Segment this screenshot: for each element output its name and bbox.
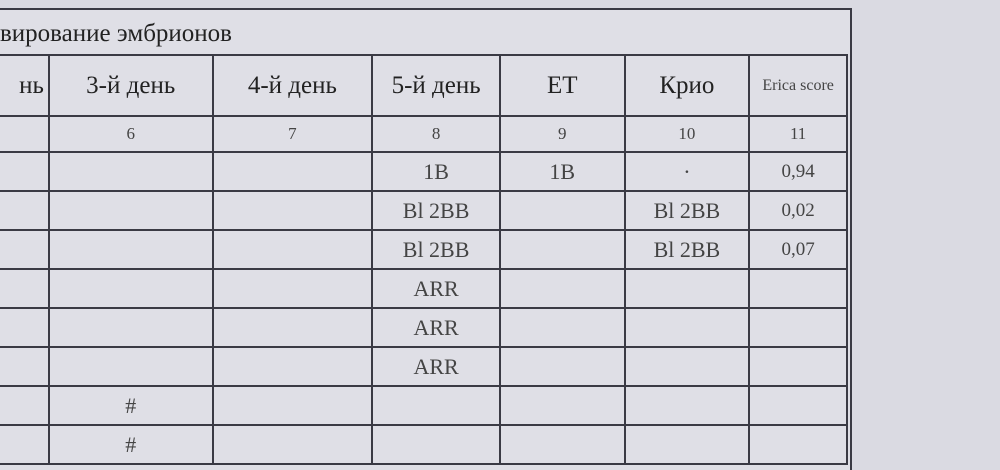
table-cell[interactable] bbox=[0, 424, 50, 465]
table-cell[interactable] bbox=[499, 307, 626, 348]
column-number: 9 bbox=[499, 115, 626, 153]
header-row: нь 3-й день 4-й день 5-й день ET Крио Er… bbox=[0, 54, 848, 117]
table-cell[interactable]: ARR bbox=[371, 268, 501, 309]
column-header: 4-й день bbox=[211, 54, 374, 117]
table-title: вирование эмбрионов bbox=[0, 20, 232, 47]
table-cell[interactable]: 0,02 bbox=[748, 190, 848, 231]
table-cell[interactable] bbox=[499, 346, 626, 387]
table-cell[interactable]: # bbox=[47, 385, 214, 426]
table-cell[interactable] bbox=[499, 229, 626, 270]
table-cell[interactable] bbox=[748, 385, 848, 426]
column-header: Крио bbox=[623, 54, 751, 117]
column-header: 5-й день bbox=[371, 54, 501, 117]
embryo-table-sheet: вирование эмбрионов нь 3-й день 4-й день… bbox=[0, 8, 852, 470]
table-cell[interactable] bbox=[623, 385, 751, 426]
column-header: ET bbox=[499, 54, 626, 117]
table-cell[interactable] bbox=[47, 229, 214, 270]
table-cell[interactable] bbox=[0, 268, 50, 309]
table-cell[interactable] bbox=[371, 424, 501, 465]
table-cell[interactable] bbox=[47, 346, 214, 387]
table-cell[interactable] bbox=[47, 268, 214, 309]
table-cell[interactable]: ARR bbox=[371, 307, 501, 348]
table-row: ARR bbox=[0, 307, 848, 348]
table-cell[interactable]: 0,94 bbox=[748, 151, 848, 192]
table-cell[interactable]: ARR bbox=[371, 346, 501, 387]
table-cell[interactable] bbox=[0, 307, 50, 348]
table-cell[interactable] bbox=[211, 424, 374, 465]
table-cell[interactable] bbox=[371, 385, 501, 426]
table-cell[interactable] bbox=[499, 424, 626, 465]
column-number: 6 bbox=[47, 115, 214, 153]
table-cell[interactable] bbox=[499, 268, 626, 309]
table-row: # bbox=[0, 385, 848, 426]
table-cell[interactable] bbox=[47, 307, 214, 348]
table-cell[interactable] bbox=[0, 151, 50, 192]
table-cell[interactable] bbox=[0, 346, 50, 387]
table-row: Bl 2BB Bl 2BB 0,02 bbox=[0, 190, 848, 231]
table-cell[interactable] bbox=[211, 151, 374, 192]
table-cell[interactable] bbox=[748, 424, 848, 465]
column-number: 7 bbox=[211, 115, 374, 153]
table-cell[interactable]: · bbox=[623, 151, 751, 192]
embryo-table: нь 3-й день 4-й день 5-й день ET Крио Er… bbox=[0, 54, 848, 465]
column-number-row: 6 7 8 9 10 11 bbox=[0, 115, 848, 153]
table-cell[interactable]: 1B bbox=[499, 151, 626, 192]
column-header: Erica score bbox=[748, 54, 848, 117]
table-cell[interactable]: # bbox=[47, 424, 214, 465]
table-cell[interactable]: Bl 2BB bbox=[371, 229, 501, 270]
table-cell[interactable] bbox=[0, 385, 50, 426]
table-row: 1B 1B · 0,94 bbox=[0, 151, 848, 192]
column-header: 3-й день bbox=[47, 54, 214, 117]
table-cell[interactable] bbox=[748, 307, 848, 348]
column-header: нь bbox=[0, 54, 50, 117]
table-cell[interactable]: Bl 2BB bbox=[623, 190, 751, 231]
column-number: 8 bbox=[371, 115, 501, 153]
column-number bbox=[0, 115, 50, 153]
column-number: 11 bbox=[748, 115, 848, 153]
table-row: ARR bbox=[0, 346, 848, 387]
table-row: ARR bbox=[0, 268, 848, 309]
table-cell[interactable] bbox=[47, 190, 214, 231]
table-cell[interactable] bbox=[0, 190, 50, 231]
table-cell[interactable]: Bl 2BB bbox=[371, 190, 501, 231]
table-cell[interactable] bbox=[623, 346, 751, 387]
table-cell[interactable]: Bl 2BB bbox=[623, 229, 751, 270]
table-cell[interactable] bbox=[623, 307, 751, 348]
table-cell[interactable] bbox=[211, 307, 374, 348]
table-cell[interactable] bbox=[0, 229, 50, 270]
table-cell[interactable]: 1B bbox=[371, 151, 501, 192]
table-cell[interactable] bbox=[211, 190, 374, 231]
table-cell[interactable] bbox=[211, 229, 374, 270]
table-cell[interactable] bbox=[47, 151, 214, 192]
table-cell[interactable]: 0,07 bbox=[748, 229, 848, 270]
table-cell[interactable] bbox=[748, 268, 848, 309]
table-cell[interactable] bbox=[499, 385, 626, 426]
column-number: 10 bbox=[623, 115, 751, 153]
table-cell[interactable] bbox=[211, 385, 374, 426]
table-row: Bl 2BB Bl 2BB 0,07 bbox=[0, 229, 848, 270]
table-cell[interactable] bbox=[748, 346, 848, 387]
table-cell[interactable] bbox=[211, 346, 374, 387]
table-cell[interactable] bbox=[623, 424, 751, 465]
table-cell[interactable] bbox=[623, 268, 751, 309]
table-cell[interactable] bbox=[499, 190, 626, 231]
table-row: # bbox=[0, 424, 848, 465]
table-cell[interactable] bbox=[211, 268, 374, 309]
